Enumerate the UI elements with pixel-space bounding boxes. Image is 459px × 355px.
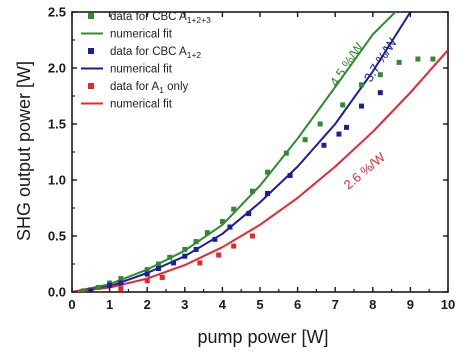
fit-line (72, 12, 397, 292)
data-point (359, 82, 365, 88)
data-point (155, 261, 161, 267)
data-point (219, 218, 225, 224)
data-point (182, 253, 188, 259)
y-tick-label: 2.0 (48, 61, 66, 76)
x-tick-label: 8 (369, 297, 376, 312)
x-tick-label: 4 (219, 297, 227, 312)
data-point (193, 246, 199, 252)
data-point (302, 137, 308, 143)
data-point (415, 56, 421, 62)
data-point (321, 142, 327, 148)
data-point (249, 188, 255, 194)
data-point (283, 150, 289, 156)
data-point (231, 206, 237, 212)
slope-annotation: 4.5 %/W (327, 39, 367, 89)
legend-marker (88, 13, 94, 19)
data-point (118, 280, 124, 286)
data-point (118, 286, 124, 292)
x-tick-label: 2 (144, 297, 151, 312)
data-point (144, 278, 150, 284)
legend-label: data for CBC A1+2 (110, 46, 201, 60)
data-point (144, 271, 150, 277)
x-tick-label: 3 (181, 297, 188, 312)
data-point (231, 243, 237, 249)
data-point (80, 288, 86, 292)
y-tick-label: 1.0 (48, 173, 66, 188)
data-point (144, 267, 150, 273)
data-point (216, 252, 222, 258)
data-point (171, 260, 177, 266)
fit-line (72, 49, 448, 292)
legend: data for CBC A1+2+3 numerical fit data for… (81, 11, 211, 111)
data-point (159, 274, 165, 280)
x-tick-label: 10 (441, 297, 455, 312)
x-tick-label: 6 (294, 297, 301, 312)
data-point (377, 72, 383, 78)
data-point (246, 211, 252, 217)
data-point (118, 276, 124, 282)
fit-lines (72, 12, 448, 292)
legend-label: numerical fit (110, 64, 173, 76)
legend-marker (88, 83, 94, 89)
data-point (249, 233, 255, 239)
data-point (265, 190, 271, 196)
data-point (359, 103, 365, 109)
data-point (287, 173, 293, 179)
data-point (265, 169, 271, 175)
data-point (377, 90, 383, 96)
fit-line (72, 12, 412, 292)
x-tick-label: 7 (332, 297, 339, 312)
data-point (197, 260, 203, 266)
x-axis-title: pump power [W] (197, 327, 328, 347)
data-point (430, 56, 436, 62)
x-tick-label: 5 (256, 297, 263, 312)
legend-label: numerical fit (110, 29, 173, 41)
data-point (167, 254, 173, 260)
data-point (340, 102, 346, 108)
y-axis-title: SHG output power [W] (14, 61, 34, 241)
data-point (107, 282, 113, 288)
x-tick-label: 9 (407, 297, 414, 312)
x-tick-label: 0 (68, 297, 75, 312)
y-tick-label: 0.5 (48, 229, 66, 244)
legend-label: data for A1 only (110, 81, 189, 95)
data-point (227, 224, 233, 230)
data-point (95, 285, 101, 291)
legend-marker (88, 48, 94, 54)
data-point (336, 131, 342, 137)
legend-label: data for CBC A1+2+3 (110, 11, 211, 25)
y-tick-label: 2.5 (48, 5, 66, 20)
y-tick-label: 1.5 (48, 117, 66, 132)
x-tick-label: 1 (106, 297, 113, 312)
data-point (155, 265, 161, 271)
data-point (193, 239, 199, 245)
data-point (204, 230, 210, 236)
data-point (396, 59, 402, 65)
axis-ticks: 0 1 2 3 4 5 6 7 8 9 10 0.0 0.5 1.0 1.5 2.0 2.5 (48, 5, 455, 313)
y-tick-label: 0.0 (48, 285, 66, 300)
data-point (182, 246, 188, 252)
legend-label: numerical fit (110, 99, 173, 111)
data-point (212, 236, 218, 242)
data-point (343, 124, 349, 130)
data-point (317, 121, 323, 127)
